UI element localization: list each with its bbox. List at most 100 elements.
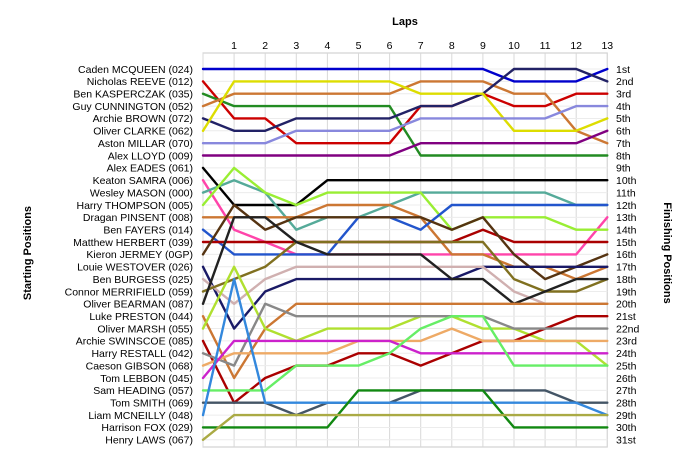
finishing-position-labels: 1st2nd3rd4th5th6th7th8th9th10th11th12th1…	[616, 64, 640, 447]
series-line	[201, 203, 609, 256]
starting-grid-label: Alex LLOYD (009)	[108, 150, 193, 162]
starting-grid-label: Henry LAWS (067)	[105, 435, 193, 447]
finishing-position-label: 12th	[616, 200, 637, 212]
lap-tick-label: 13	[601, 40, 613, 52]
finishing-position-label: 26th	[616, 373, 637, 385]
series-line	[201, 302, 609, 380]
starting-grid-label: Aston MILLAR (070)	[98, 138, 193, 150]
starting-grid-label: Connor MERRIFIELD (059)	[65, 286, 193, 298]
finishing-position-label: 31st	[616, 435, 636, 447]
series-line	[201, 166, 609, 231]
finishing-position-label: 30th	[616, 422, 637, 434]
finishing-position-label: 11th	[616, 187, 636, 199]
finishing-position-label: 24th	[616, 348, 637, 360]
starting-grid-labels: Caden MCQUEEN (024)Nicholas REEVE (012)B…	[65, 64, 193, 447]
series-line	[201, 389, 609, 417]
starting-grid-label: Harry RESTALL (042)	[91, 348, 193, 360]
series-line	[201, 203, 609, 281]
finishing-position-label: 2nd	[616, 76, 634, 88]
series-line	[201, 315, 609, 392]
series-line	[201, 67, 609, 83]
starting-grid-label: Wesley MASON (000)	[90, 187, 193, 199]
lap-tick-label: 4	[324, 40, 330, 52]
starting-grid-label: Nicholas REEVE (012)	[87, 76, 193, 88]
series-line	[201, 129, 609, 157]
finishing-position-label: 13th	[616, 212, 637, 224]
starting-grid-label: Kieron JERMEY (0GP)	[86, 249, 193, 261]
finishing-position-label: 25th	[616, 360, 637, 372]
starting-grid-label: Keaton SAMRA (006)	[93, 175, 193, 187]
series-line	[201, 265, 609, 367]
finishing-position-label: 4th	[616, 101, 631, 113]
series-line	[201, 315, 609, 404]
lap-tick-label: 8	[449, 40, 455, 52]
starting-grid-label: Alex EADES (061)	[107, 163, 193, 175]
starting-grid-label: Oliver MARSH (055)	[97, 323, 193, 335]
starting-grid-label: Matthew HERBERT (039)	[73, 237, 193, 249]
starting-grid-label: Harrison FOX (029)	[101, 422, 193, 434]
series-line	[201, 166, 609, 207]
y-axis-title-left: Starting Positions	[22, 206, 34, 300]
starting-grid-label: Ben KASPERCZAK (035)	[73, 89, 193, 101]
finishing-position-label: 20th	[616, 299, 637, 311]
lap-tick-label: 1	[231, 40, 237, 52]
starting-grid-label: Harry THOMPSON (005)	[77, 200, 194, 212]
series-line	[201, 104, 609, 145]
starting-grid-label: Ben FAYERS (014)	[103, 224, 193, 236]
series-line	[201, 92, 609, 157]
lap-tick-labels: 1 2 3 4 5 6 7 8 9 10 11 12 13	[231, 40, 613, 52]
starting-grid-label: Ben BURGESS (025)	[93, 274, 193, 286]
lap-tick-label: 6	[387, 40, 393, 52]
lap-tick-label: 10	[508, 40, 520, 52]
finishing-position-label: 16th	[616, 249, 637, 261]
starting-grid-label: Guy CUNNINGTON (052)	[72, 101, 193, 113]
starting-grid-label: Tom SMITH (069)	[110, 398, 193, 410]
lap-tick-label: 12	[570, 40, 582, 52]
finishing-position-label: 22nd	[616, 323, 640, 335]
finishing-position-label: 28th	[616, 398, 637, 410]
starting-grid-label: Dragan PINSENT (008)	[83, 212, 193, 224]
starting-grid-label: Caeson GIBSON (068)	[86, 360, 193, 372]
starting-grid-label: Archie BROWN (072)	[93, 113, 193, 125]
finishing-position-label: 3rd	[616, 89, 631, 101]
lap-tick-label: 9	[480, 40, 486, 52]
finishing-position-label: 15th	[616, 237, 637, 249]
starting-grid-label: Sam HEADING (057)	[93, 385, 193, 397]
starting-grid-label: Liam MCNEILLY (048)	[88, 410, 193, 422]
starting-grid-label: Oliver BEARMAN (087)	[83, 299, 193, 311]
series-line	[201, 178, 609, 231]
position-lines	[201, 67, 609, 441]
x-axis-title: Laps	[392, 16, 418, 28]
series-line	[201, 67, 609, 133]
finishing-position-label: 8th	[616, 150, 631, 162]
finishing-position-label: 6th	[616, 126, 631, 138]
starting-grid-label: Caden MCQUEEN (024)	[78, 64, 193, 76]
starting-grid-label: Archie SWINSCOE (085)	[76, 336, 193, 348]
series-line	[201, 277, 609, 417]
finishing-position-label: 18th	[616, 274, 637, 286]
series-line	[201, 80, 609, 133]
series-line	[201, 413, 609, 441]
lap-tick-label: 2	[262, 40, 268, 52]
finishing-position-label: 23rd	[616, 336, 637, 348]
finishing-position-label: 1st	[616, 64, 630, 76]
starting-grid-label: Oliver CLARKE (062)	[93, 126, 193, 138]
starting-grid-label: Luke PRESTON (044)	[89, 311, 193, 323]
finishing-position-label: 14th	[616, 224, 637, 236]
series-line	[201, 240, 609, 293]
finishing-position-label: 9th	[616, 163, 631, 175]
series-line	[201, 339, 609, 380]
y-axis-title-right: Finishing Positions	[661, 202, 673, 303]
finishing-position-label: 17th	[616, 262, 637, 274]
finishing-position-label: 27th	[616, 385, 637, 397]
starting-grid-label: Tom LEBBON (045)	[100, 373, 193, 385]
finishing-position-label: 29th	[616, 410, 637, 422]
finishing-position-label: 21st	[616, 311, 636, 323]
starting-grid-label: Louie WESTOVER (026)	[77, 262, 193, 274]
lap-tick-label: 7	[418, 40, 424, 52]
finishing-position-label: 19th	[616, 286, 637, 298]
finishing-position-label: 5th	[616, 113, 631, 125]
lap-tick-label: 3	[293, 40, 299, 52]
